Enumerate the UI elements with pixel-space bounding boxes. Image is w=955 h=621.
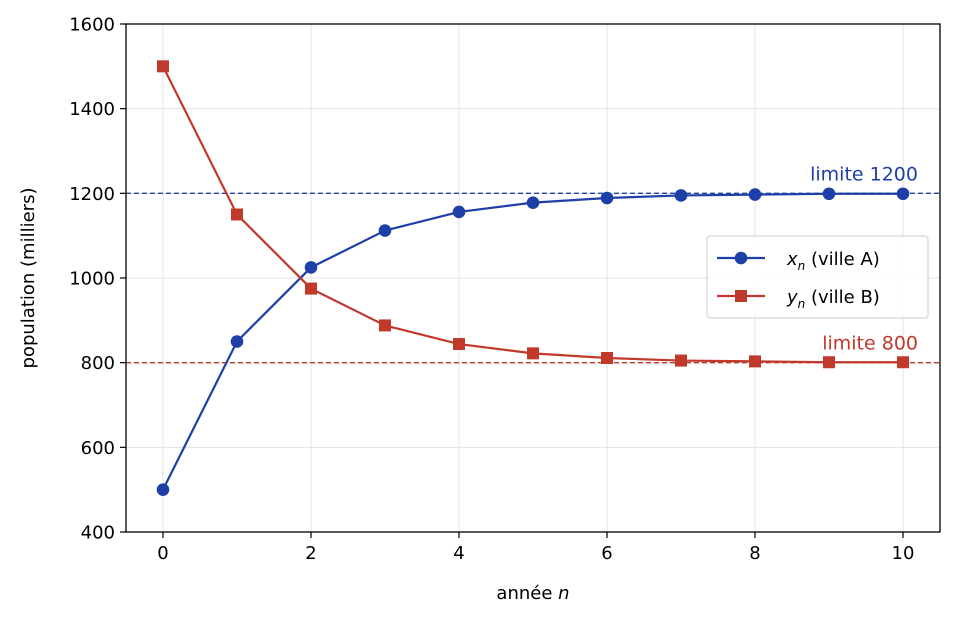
data-point: [600, 191, 614, 205]
data-point: [748, 188, 762, 201]
data-point: [526, 196, 540, 209]
data-point: [304, 261, 318, 274]
x-tick-label: 8: [749, 543, 760, 564]
data-point: [378, 224, 392, 237]
data-point: [822, 187, 836, 201]
x-tick-label: 0: [157, 543, 168, 564]
data-point: [823, 356, 835, 369]
legend-marker: [734, 251, 748, 265]
x-tick-label: 6: [601, 543, 612, 564]
data-point: [379, 319, 391, 332]
data-point: [156, 483, 170, 496]
y-tick-label: 400: [81, 523, 115, 544]
y-tick-label: 800: [81, 353, 115, 374]
series: [156, 60, 910, 496]
y-tick-label: 1000: [69, 269, 115, 290]
legend-box: [706, 235, 929, 319]
data-point: [453, 338, 465, 351]
x-tick-label: 10: [892, 543, 915, 564]
legend-label: xn (ville A): [786, 249, 880, 273]
data-point: [675, 354, 687, 367]
legend-marker: [735, 290, 747, 302]
y-tick-label: 1400: [69, 99, 115, 120]
data-point: [452, 205, 466, 219]
y-tick-label: 1200: [69, 184, 115, 205]
data-point: [897, 356, 909, 369]
legend-label: yn (ville B): [786, 287, 880, 311]
data-point: [230, 335, 244, 348]
x-tick-label: 4: [453, 543, 464, 564]
reference-line-label: limite 1200: [810, 163, 918, 185]
x-axis-label: année n: [496, 583, 569, 604]
data-point: [527, 347, 539, 360]
data-point: [305, 282, 317, 295]
reference-lines: limite 1200 limite 800: [126, 163, 940, 364]
axis-ticks: 0 2 4 6 8 10 400 600 800 1000 1200 1400 1600: [69, 15, 914, 565]
data-point: [601, 352, 613, 365]
y-axis-label: population (milliers): [18, 188, 39, 369]
legend: xn (ville A) yn (ville B): [706, 235, 929, 319]
x-tick-label: 2: [305, 543, 316, 564]
data-point: [749, 355, 761, 368]
data-point: [896, 187, 910, 201]
data-point: [157, 60, 169, 73]
y-tick-label: 600: [81, 438, 115, 459]
reference-line-label: limite 800: [822, 333, 918, 355]
data-point: [231, 208, 243, 221]
data-point: [674, 189, 688, 202]
y-tick-label: 1600: [69, 15, 115, 36]
